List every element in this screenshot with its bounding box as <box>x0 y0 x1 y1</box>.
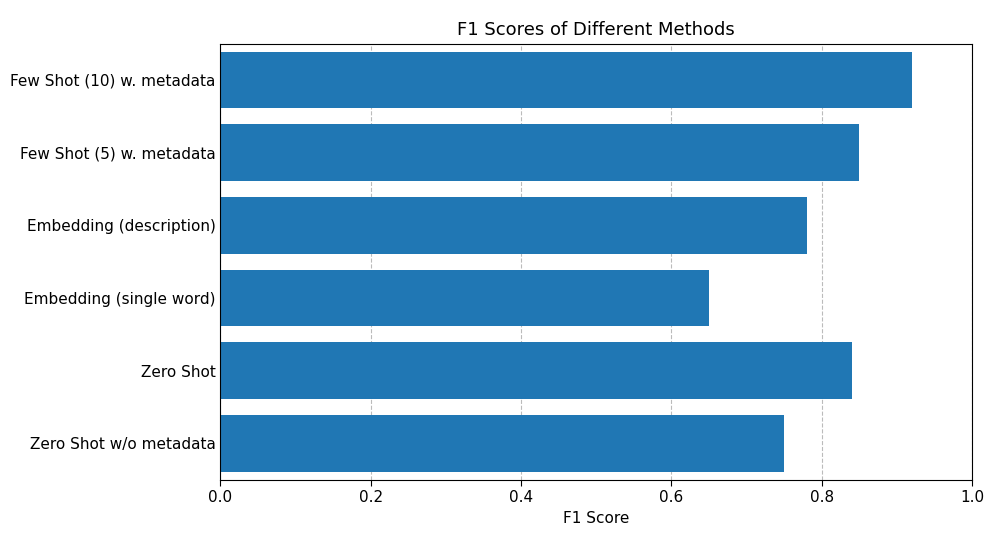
Bar <box>220 197 807 253</box>
Bar <box>220 52 912 108</box>
Bar <box>220 124 859 181</box>
Bar <box>220 342 852 399</box>
Bar <box>220 415 784 471</box>
Title: F1 Scores of Different Methods: F1 Scores of Different Methods <box>457 21 735 39</box>
X-axis label: F1 Score: F1 Score <box>563 511 629 525</box>
Bar <box>220 270 708 326</box>
